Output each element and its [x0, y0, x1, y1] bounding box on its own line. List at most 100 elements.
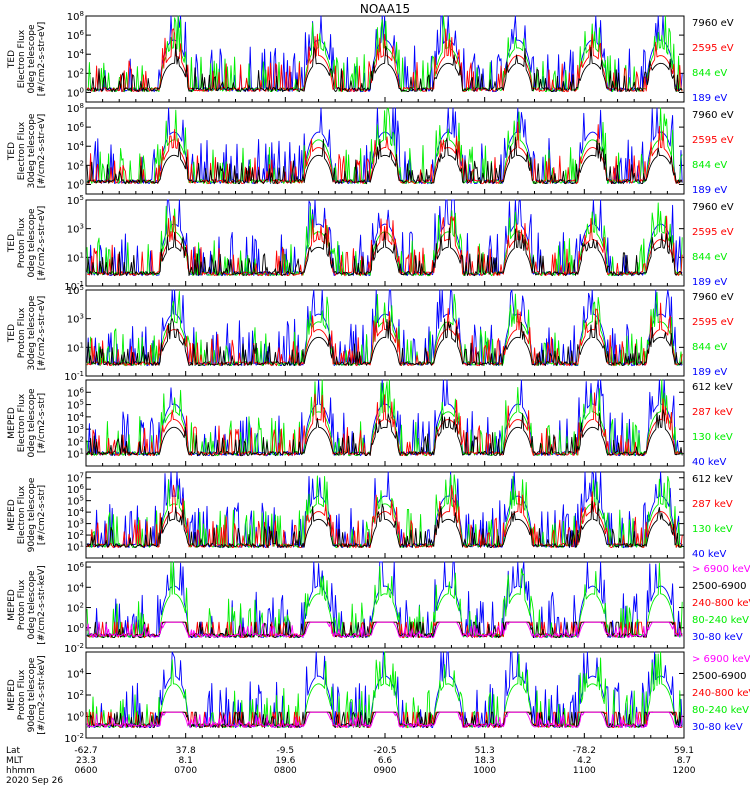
footer-lat: -20.5: [373, 746, 396, 756]
legend-entry: 80-240 keV: [692, 705, 749, 716]
y-tick-label: 100: [67, 711, 84, 724]
series-trace: [86, 107, 683, 185]
y-tick-label: 105: [67, 194, 84, 207]
panel-4: 10-1 101 103 105 TED Proton Flux 30deg telesco…: [7, 284, 734, 383]
y-label-line: 90deg telescope: [27, 477, 37, 552]
y-label-line: Proton Flux: [17, 579, 27, 630]
y-tick-label: 106: [67, 29, 85, 42]
footer-time: 1000: [473, 766, 496, 776]
y-tick-label: 104: [67, 48, 85, 61]
y-tick-label: 10-1: [64, 280, 84, 293]
y-tick-label: 106: [67, 386, 85, 399]
y-tick-label: 102: [67, 159, 84, 172]
legend-entry: 7960 eV: [692, 202, 734, 213]
y-label-line: [#/cm2-s-str-eV]: [37, 206, 47, 281]
legend-entry: 7960 eV: [692, 292, 734, 303]
footer-mlt: 4.2: [577, 756, 591, 766]
legend-entry: 240-800 keV: [692, 688, 750, 699]
y-tick-label: 107: [67, 472, 84, 485]
series-trace: [86, 302, 683, 367]
legend-entry: 130 keV: [692, 524, 733, 535]
legend-entry: 844 eV: [692, 160, 727, 171]
series-trace: [86, 621, 683, 639]
y-label-line: TED: [7, 50, 17, 69]
y-label-line: 0deg telescope: [27, 24, 37, 94]
legend-entry: 40 keV: [692, 457, 726, 468]
series-trace: [86, 621, 683, 639]
footer-time: 1100: [573, 766, 596, 776]
series-trace: [86, 711, 683, 729]
footer-lat: 59.1: [674, 746, 694, 756]
y-label-line: Electron Flux: [17, 121, 27, 180]
series-trace: [86, 136, 683, 185]
legend-entry: 2500-6900: [692, 581, 747, 592]
y-tick-label: 102: [67, 435, 84, 448]
series-trace: [86, 561, 683, 639]
series-trace: [86, 500, 683, 549]
panel-7: 10-2 100 102 104 106 MEPED Proton Flux 0deg tel…: [7, 561, 750, 655]
footer-lat: -62.7: [74, 746, 97, 756]
footer-mlt: 18.3: [475, 756, 495, 766]
y-label-line: 0deg telescope: [27, 208, 37, 278]
panel-1: 100 102 104 106 108 TED Electron Flux 0deg tele…: [7, 10, 734, 104]
series-trace: [86, 290, 683, 367]
y-label-line: [#/cm2-s-str]: [37, 393, 47, 453]
footer-lat: -9.5: [277, 746, 295, 756]
footer-lat: -78.2: [573, 746, 596, 756]
legend-entry: 30-80 keV: [692, 632, 743, 643]
legend-entry: 844 eV: [692, 342, 727, 353]
y-tick-label: 105: [67, 495, 84, 508]
legend-entry: > 6900 keV: [692, 654, 750, 665]
legend: 612 keV 287 keV 130 keV 40 keV: [692, 382, 733, 468]
legend-entry: 189 eV: [692, 277, 727, 288]
y-label-line: MEPED: [7, 679, 17, 711]
series-trace: [86, 711, 683, 729]
y-label-line: MEPED: [7, 589, 17, 621]
legend-entry: 612 keV: [692, 382, 733, 393]
y-tick-label: 103: [67, 313, 84, 326]
footer-time: 0600: [75, 766, 98, 776]
series-trace: [86, 121, 683, 185]
legend-entry: 189 eV: [692, 93, 727, 104]
legend-entry: 189 eV: [692, 367, 727, 378]
legend: 7960 eV 2595 eV 844 eV 189 eV: [692, 18, 734, 104]
legend: 7960 eV 2595 eV 844 eV 189 eV: [692, 202, 734, 288]
legend-entry: 2595 eV: [692, 227, 734, 238]
y-tick-label: 104: [67, 411, 85, 424]
legend: > 6900 keV 2500-6900 240-800 keV 80-240 keV…: [692, 564, 750, 643]
series-trace: [86, 651, 683, 729]
y-axis-label: MEPED Electron Flux 90deg telescope [#/cm2-…: [7, 477, 47, 552]
y-label-line: Proton Flux: [17, 669, 27, 720]
y-label-line: Electron Flux: [17, 485, 27, 544]
legend-entry: 240-800 keV: [692, 598, 750, 609]
legend-entry: 30-80 keV: [692, 722, 743, 733]
legend: 7960 eV 2595 eV 844 eV 189 eV: [692, 110, 734, 196]
panel-frame: [85, 561, 685, 649]
series-trace: [86, 621, 683, 639]
y-label-line: [#/cm2-s-str-eV]: [37, 296, 47, 371]
y-tick-label: 108: [67, 10, 84, 23]
footer-time: 0700: [174, 766, 197, 776]
y-axis-label: MEPED Proton Flux 90deg telescope [#/cm2-s-…: [7, 655, 47, 734]
legend-entry: 287 keV: [692, 407, 733, 418]
footer-mlt: 19.6: [275, 756, 295, 766]
y-label-line: 0deg telescope: [27, 388, 37, 458]
legend-entry: 2500-6900: [692, 671, 747, 682]
y-tick-label: 103: [67, 223, 84, 236]
y-label-line: TED: [7, 324, 17, 343]
legend-entry: 2595 eV: [692, 43, 734, 54]
y-tick-label: 10-2: [64, 642, 84, 655]
y-tick-label: 101: [67, 448, 84, 461]
y-label-line: TED: [7, 142, 17, 161]
y-label-line: 90deg telescope: [27, 657, 37, 732]
series-trace: [86, 199, 683, 277]
y-tick-label: 101: [67, 541, 84, 554]
series-trace: [86, 392, 683, 457]
y-label-line: 0deg telescope: [27, 570, 37, 640]
footer-mlt: 8.1: [179, 756, 193, 766]
footer-mlt: 23.3: [76, 756, 96, 766]
y-tick-label: 102: [67, 529, 84, 542]
legend: 612 keV 287 keV 130 keV 40 keV: [692, 474, 733, 560]
